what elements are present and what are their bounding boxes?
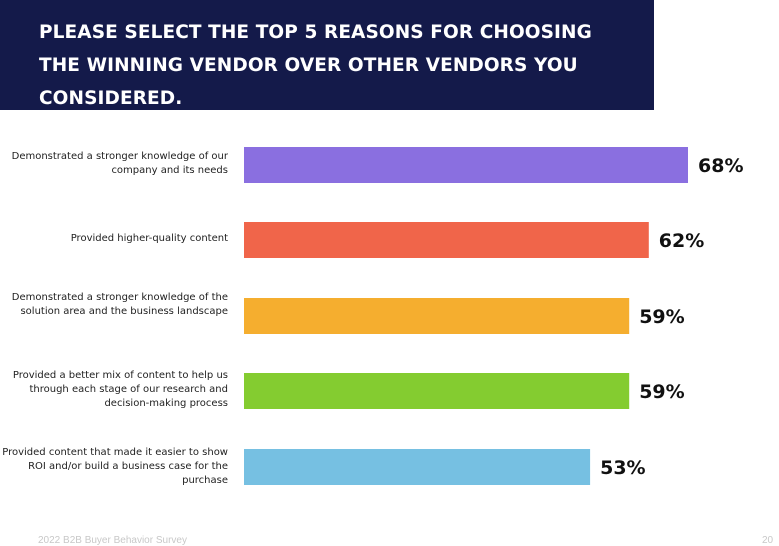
category-label-3: Provided a better mix of content to help… [12,370,228,409]
value-label-4: 53% [600,457,645,479]
bar-1 [244,222,649,258]
value-label-1: 62% [659,230,704,252]
bar-2 [244,298,630,334]
value-label-0: 68% [698,155,743,177]
header-band: PLEASE SELECT THE TOP 5 REASONS FOR CHOO… [0,0,654,110]
value-label-3: 59% [639,381,684,403]
bar-4 [244,449,591,485]
bar-0 [244,147,688,183]
value-label-2: 59% [639,306,684,328]
category-label-2: Demonstrated a stronger knowledge of the… [11,292,228,317]
category-label-4: Provided content that made it easier to … [2,447,228,486]
chart-title: PLEASE SELECT THE TOP 5 REASONS FOR CHOO… [39,22,592,109]
category-label-0: Demonstrated a stronger knowledge of our… [11,151,228,176]
bar-3 [244,373,630,409]
category-label-1: Provided higher-quality content [70,233,228,244]
